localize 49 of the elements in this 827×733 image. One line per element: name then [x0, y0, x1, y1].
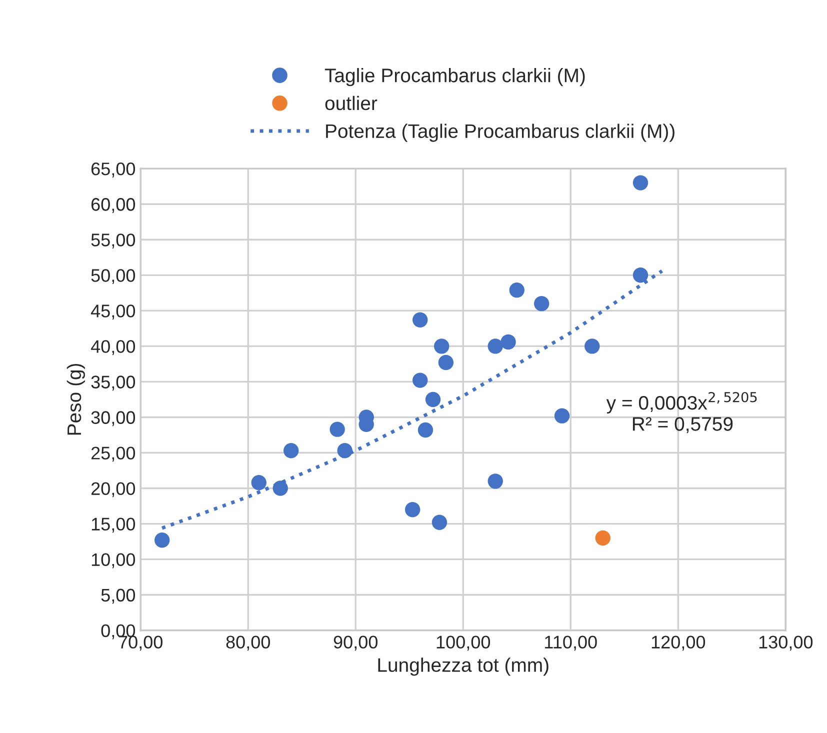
- point: [330, 422, 345, 437]
- point: [488, 474, 503, 489]
- point: [432, 514, 448, 530]
- y-tick-label: 35,00: [91, 376, 136, 391]
- point: [595, 530, 610, 546]
- x-tick-label: 110,00: [545, 636, 597, 651]
- x-tick-label: 100,00: [436, 636, 490, 651]
- legend-label: Potenza (Taglie Procambarus clarkii (M)): [326, 124, 674, 142]
- point: [337, 443, 352, 458]
- y-tick-label: 30,00: [91, 411, 136, 426]
- y-tick-label: 10,00: [92, 553, 136, 568]
- y-axis-title: Peso (g): [66, 364, 85, 435]
- point: [584, 338, 600, 354]
- point: [418, 422, 434, 438]
- point: [534, 296, 550, 312]
- y-tick-label: 5,00: [101, 588, 136, 604]
- y-tick-label: 45,00: [90, 304, 136, 320]
- y-tick-label: 60,00: [91, 198, 136, 213]
- point: [632, 268, 648, 283]
- x-tick-label: 80,00: [226, 636, 270, 651]
- point: [283, 443, 299, 458]
- point: [500, 334, 516, 350]
- point: [425, 392, 441, 408]
- y-tick-label: 40,00: [90, 340, 136, 356]
- point: [251, 475, 266, 490]
- point: [404, 502, 420, 518]
- point: [412, 312, 428, 328]
- point: [154, 532, 170, 548]
- y-tick-label: 50,00: [91, 269, 136, 284]
- point: [434, 338, 450, 354]
- legend-label: Taglie Procambarus clarkii (M): [324, 68, 585, 86]
- point: [412, 372, 428, 388]
- y-tick-label: 55,00: [91, 234, 136, 248]
- x-tick-label: 130,00: [759, 636, 813, 651]
- y-tick-label: 15,00: [92, 518, 136, 533]
- legend-label: outlier: [325, 96, 378, 110]
- y-tick-label: 25,00: [91, 446, 136, 462]
- y-tick-label: 65,00: [91, 162, 136, 178]
- annotation: y = 0,0003x$^{2,5205}$ R² = 0,5759: [606, 392, 757, 434]
- y-tick-label: 20,00: [91, 482, 136, 498]
- point: [632, 175, 648, 190]
- x-axis-title: Lunghezza tot (mm): [378, 658, 548, 676]
- point: [509, 282, 524, 298]
- point: [272, 480, 288, 496]
- point: [438, 354, 454, 370]
- point: [488, 338, 503, 354]
- x-tick-label: 120,00: [652, 636, 706, 651]
- x-tick-label: 90,00: [334, 636, 378, 651]
- point: [554, 408, 570, 424]
